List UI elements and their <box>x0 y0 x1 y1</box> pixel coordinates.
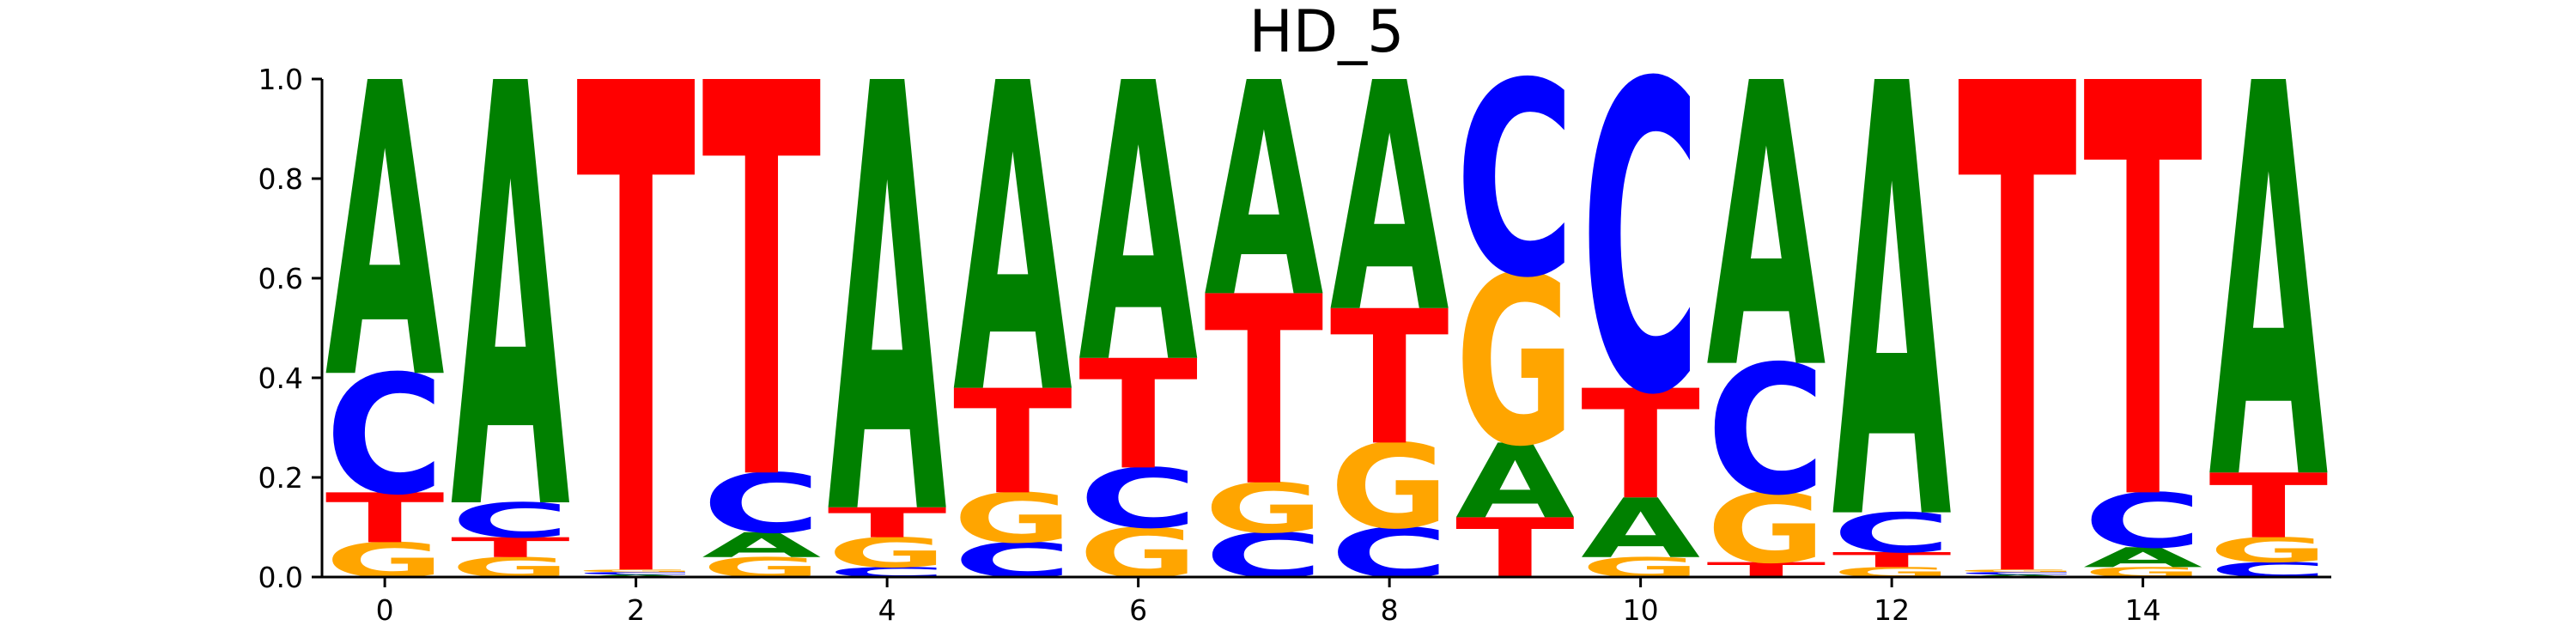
letter-T-pos3: T <box>702 0 822 601</box>
letter-T-pos12: T <box>1832 548 1952 572</box>
letter-C-pos13: C <box>1958 571 2077 575</box>
letter-C-pos10: C <box>1581 0 1700 489</box>
letter-G-pos8: G <box>1330 421 1449 556</box>
letter-A-pos8: A <box>1330 16 1450 383</box>
letter-A-pos3: A <box>702 526 821 566</box>
letter-C-pos1: C <box>451 493 570 549</box>
letter-T-pos7: T <box>1204 242 1324 544</box>
letter-T-pos10: T <box>1581 358 1700 533</box>
letter-T-pos9: T <box>1455 501 1575 597</box>
letter-A-pos12: A <box>1832 0 1953 644</box>
x-tick-label: 12 <box>1874 593 1910 627</box>
letter-A-pos0: A <box>325 0 446 468</box>
letter-A-pos4: A <box>828 0 948 644</box>
letter-C-pos5: C <box>953 532 1072 588</box>
letter-C-pos12: C <box>1832 501 1952 565</box>
letter-C-pos3: C <box>702 457 821 552</box>
letter-A-pos10: A <box>1581 481 1700 576</box>
letter-T-pos4: T <box>828 499 947 546</box>
letter-A-pos15: A <box>2208 0 2329 601</box>
letter-G-pos13: G <box>1958 569 2077 574</box>
letter-T-pos14: T <box>2083 0 2203 627</box>
y-tick-label: 0.8 <box>258 162 303 196</box>
y-tick-label: 0.4 <box>258 361 303 395</box>
x-tick-label: 4 <box>878 593 896 627</box>
letter-T-pos5: T <box>953 359 1072 526</box>
letter-T-pos13: T <box>1958 0 2078 644</box>
x-tick-label: 0 <box>376 593 394 627</box>
x-tick-label: 2 <box>627 593 645 627</box>
y-tick-label: 0.2 <box>258 461 303 495</box>
letter-T-pos6: T <box>1078 328 1198 503</box>
letter-C-pos6: C <box>1078 452 1198 547</box>
letter-G-pos7: G <box>1204 469 1323 549</box>
letter-T-pos2: T <box>576 0 696 644</box>
letter-A-pos5: A <box>953 0 1073 489</box>
letter-G-pos9: G <box>1455 228 1575 498</box>
letter-A-pos14: A <box>2083 542 2202 574</box>
letter-G-pos2: G <box>576 569 696 574</box>
chart-title: HD_5 <box>1249 0 1405 66</box>
x-tick-label: 10 <box>1623 593 1659 627</box>
letter-A-pos1: A <box>451 0 571 640</box>
letter-T-pos15: T <box>2208 455 2328 558</box>
letter-T-pos1: T <box>451 532 570 564</box>
letter-C-pos0: C <box>325 341 445 532</box>
letters-layer: GTCAGTCAACGTGACTCGTACGTAGCTACGTACGTATAGC… <box>325 0 2330 644</box>
letter-C-pos9: C <box>1455 26 1575 337</box>
letter-C-pos11: C <box>1706 327 1826 534</box>
y-tick-label: 0.6 <box>258 262 303 295</box>
x-tick-label: 14 <box>2125 593 2161 627</box>
letter-A-pos9: A <box>1455 422 1575 542</box>
letter-G-pos5: G <box>953 479 1072 559</box>
letter-A-pos7: A <box>1204 21 1324 363</box>
letter-T-pos0: T <box>325 479 445 559</box>
letter-G-pos11: G <box>1706 473 1826 585</box>
axes-layer: 0.0 0.2 0.4 0.6 0.8 1.0 0 2 4 6 8 10 12 14 <box>258 63 2331 627</box>
y-tick-label: 1.0 <box>258 63 303 96</box>
x-tick-label: 8 <box>1381 593 1399 627</box>
letter-G-pos4: G <box>828 530 947 577</box>
y-tick-label: 0.0 <box>258 561 303 594</box>
letter-G-pos15: G <box>2208 531 2328 570</box>
letter-A-pos11: A <box>1706 3 1826 455</box>
letter-T-pos8: T <box>1330 272 1449 486</box>
letter-C-pos14: C <box>2083 477 2202 565</box>
letter-C-pos2: C <box>576 571 696 575</box>
letter-A-pos6: A <box>1078 4 1199 449</box>
letter-C-pos7: C <box>1204 519 1323 592</box>
x-tick-label: 6 <box>1129 593 1147 627</box>
